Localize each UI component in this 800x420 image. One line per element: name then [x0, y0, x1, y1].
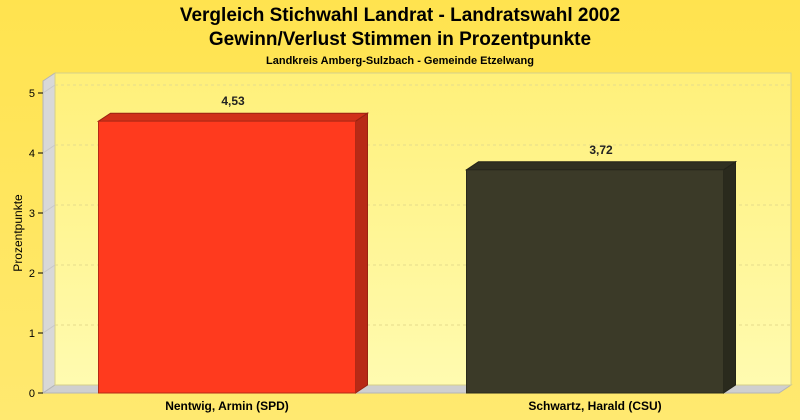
y-tick-label: 1 — [29, 328, 35, 340]
value-label: 3,72 — [589, 143, 613, 157]
y-tick-label: 4 — [29, 148, 35, 160]
y-axis: 0 1 2 3 4 5 — [29, 88, 43, 400]
bar — [98, 120, 356, 394]
bar-side — [723, 160, 736, 394]
grid-line-side — [42, 144, 56, 154]
bar — [466, 169, 724, 394]
grid-line-side — [42, 264, 56, 274]
value-label: 4,53 — [221, 94, 245, 108]
grid-line-side — [42, 204, 56, 214]
y-tick-label: 0 — [29, 388, 35, 400]
chart-title: Vergleich Stichwahl Landrat - Landratswa… — [180, 5, 620, 26]
bar-top — [96, 112, 370, 122]
category-label: Schwartz, Harald (CSU) — [528, 399, 661, 413]
plot-side-wall — [42, 72, 56, 394]
y-axis-label: Prozentpunkte — [11, 194, 25, 272]
bars — [96, 112, 738, 394]
chart-title-line2: Gewinn/Verlust Stimmen in Prozentpunkte — [209, 29, 591, 50]
grid-line-side — [42, 324, 56, 334]
chart-subtitle: Landkreis Amberg-Sulzbach - Gemeinde Etz… — [266, 55, 534, 67]
bar-top — [464, 161, 738, 171]
labels: 4,53 Nentwig, Armin (SPD) 3,72 Schwartz, Ha… — [165, 94, 661, 413]
category-label: Nentwig, Armin (SPD) — [165, 399, 289, 413]
bar-side — [355, 112, 368, 394]
y-tick-label: 2 — [29, 268, 35, 280]
grid-line-side — [42, 84, 56, 94]
y-tick-label: 3 — [29, 208, 35, 220]
y-tick-label: 5 — [29, 88, 35, 100]
